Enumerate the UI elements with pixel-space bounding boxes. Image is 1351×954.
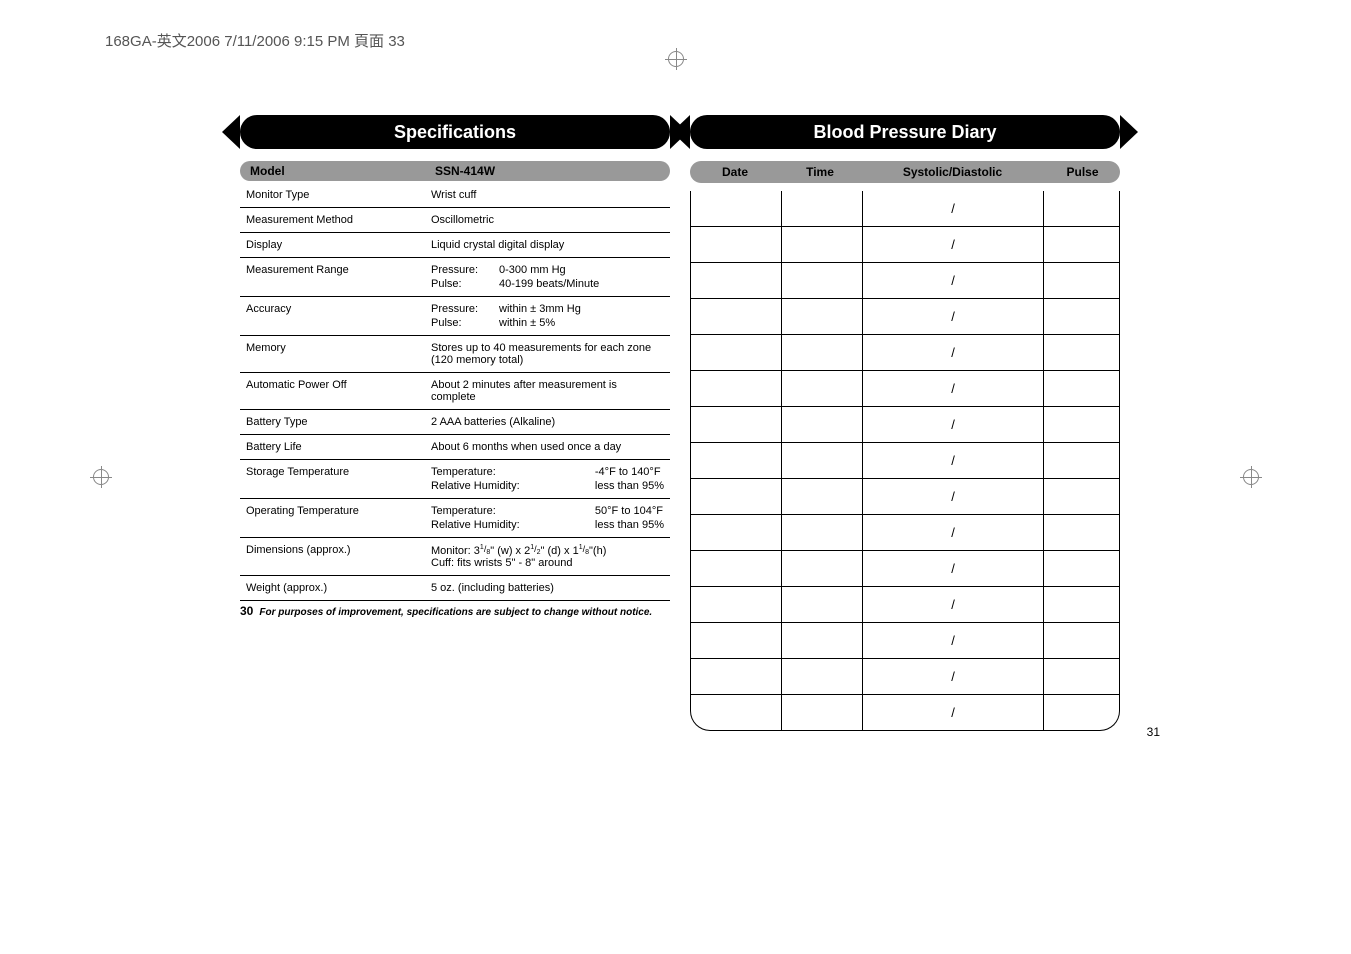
spec-label: Measurement Range	[246, 264, 431, 290]
spec-label: Battery Life	[246, 441, 431, 453]
diary-row: /	[691, 443, 1119, 479]
diary-row: /	[691, 479, 1119, 515]
spec-value: About 2 minutes after measurement is com…	[431, 379, 664, 403]
spec-row: Measurement RangePressure:0-300 mm HgPul…	[240, 258, 670, 297]
diary-table-header: Date Time Systolic/Diastolic Pulse	[690, 161, 1120, 183]
spec-row: AccuracyPressure:within ± 3mm HgPulse:wi…	[240, 297, 670, 336]
spec-row: Measurement MethodOscillometric	[240, 208, 670, 233]
spec-row: Storage TemperatureTemperature:-4°F to 1…	[240, 460, 670, 499]
diary-row: /	[691, 263, 1119, 299]
crop-mark-top	[665, 48, 687, 70]
spec-row: Operating TemperatureTemperature:50°F to…	[240, 499, 670, 538]
specifications-title: Specifications	[240, 115, 670, 149]
spec-value: Temperature:50°F to 104°FRelative Humidi…	[431, 505, 664, 531]
spec-value: 2 AAA batteries (Alkaline)	[431, 416, 664, 428]
spec-value: Pressure:within ± 3mm HgPulse:within ± 5…	[431, 303, 664, 329]
diary-header-pulse: Pulse	[1045, 165, 1120, 179]
spec-row: Automatic Power OffAbout 2 minutes after…	[240, 373, 670, 410]
spec-row: Battery LifeAbout 6 months when used onc…	[240, 435, 670, 460]
diary-row: /	[691, 335, 1119, 371]
spec-label: Storage Temperature	[246, 466, 431, 492]
spec-table-header: Model SSN-414W	[240, 161, 670, 181]
spec-table-body: Monitor TypeWrist cuffMeasurement Method…	[240, 183, 670, 601]
diary-row: /	[691, 299, 1119, 335]
spec-row: Battery Type2 AAA batteries (Alkaline)	[240, 410, 670, 435]
spec-row: Weight (approx.)5 oz. (including batteri…	[240, 576, 670, 601]
spec-value: Stores up to 40 measurements for each zo…	[431, 342, 664, 366]
spec-row: Dimensions (approx.)Monitor: 31/8" (w) x…	[240, 538, 670, 576]
diary-row: /	[691, 623, 1119, 659]
spec-label: Dimensions (approx.)	[246, 544, 431, 569]
diary-row: /	[691, 407, 1119, 443]
spec-label: Operating Temperature	[246, 505, 431, 531]
spec-label: Display	[246, 239, 431, 251]
spec-row: Monitor TypeWrist cuff	[240, 183, 670, 208]
diary-header-sysdias: Systolic/Diastolic	[860, 165, 1045, 179]
diary-row: /	[691, 695, 1119, 730]
spec-value: Temperature:-4°F to 140°FRelative Humidi…	[431, 466, 664, 492]
header-model: Model	[250, 164, 435, 178]
spec-label: Accuracy	[246, 303, 431, 329]
diary-row: /	[691, 227, 1119, 263]
crop-mark-left	[90, 466, 112, 488]
spec-value: Liquid crystal digital display	[431, 239, 664, 251]
spec-label: Measurement Method	[246, 214, 431, 226]
footnote: 30 For purposes of improvement, specifica…	[240, 604, 670, 618]
spec-value: Pressure:0-300 mm HgPulse:40-199 beats/M…	[431, 264, 664, 290]
diary-page: Blood Pressure Diary Date Time Systolic/…	[690, 115, 1120, 731]
diary-row: /	[691, 371, 1119, 407]
diary-row: /	[691, 191, 1119, 227]
spec-label: Monitor Type	[246, 189, 431, 201]
diary-header-time: Time	[780, 165, 860, 179]
header-model-value: SSN-414W	[435, 164, 495, 178]
spec-value: 5 oz. (including batteries)	[431, 582, 664, 594]
spec-label: Battery Type	[246, 416, 431, 428]
spec-row: DisplayLiquid crystal digital display	[240, 233, 670, 258]
spec-value: Oscillometric	[431, 214, 664, 226]
specifications-page: Specifications Model SSN-414W Monitor Ty…	[240, 115, 670, 618]
crop-mark-right	[1240, 466, 1262, 488]
spec-value: Monitor: 31/8" (w) x 21/2" (d) x 11/8"(h…	[431, 544, 664, 569]
spec-label: Automatic Power Off	[246, 379, 431, 403]
diary-table-body: ///////////////	[690, 191, 1120, 731]
diary-row: /	[691, 551, 1119, 587]
footnote-text: For purposes of improvement, specificati…	[259, 607, 652, 618]
page-number-right: 31	[1147, 725, 1160, 739]
spec-label: Weight (approx.)	[246, 582, 431, 594]
diary-row: /	[691, 587, 1119, 623]
diary-row: /	[691, 515, 1119, 551]
diary-row: /	[691, 659, 1119, 695]
spec-value: Wrist cuff	[431, 189, 664, 201]
spec-label: Memory	[246, 342, 431, 366]
spec-row: MemoryStores up to 40 measurements for e…	[240, 336, 670, 373]
page-number-left: 30	[240, 604, 253, 618]
file-info-bar: 168GA-英文2006 7/11/2006 9:15 PM 頁面 33	[105, 30, 405, 51]
diary-title: Blood Pressure Diary	[690, 115, 1120, 149]
spec-value: About 6 months when used once a day	[431, 441, 664, 453]
diary-header-date: Date	[690, 165, 780, 179]
